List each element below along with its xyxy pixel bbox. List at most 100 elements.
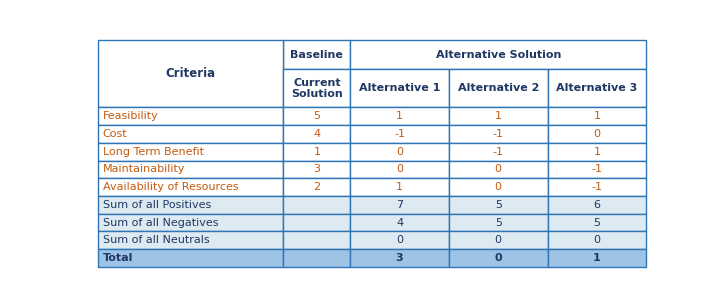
Text: -1: -1 <box>591 182 602 192</box>
Bar <box>350 214 449 232</box>
Bar <box>449 107 547 125</box>
Text: 0: 0 <box>593 235 600 245</box>
Text: 0: 0 <box>495 182 502 192</box>
Bar <box>547 178 646 196</box>
Text: Long Term Benefit: Long Term Benefit <box>103 147 204 157</box>
Text: Sum of all Negatives: Sum of all Negatives <box>103 217 218 228</box>
Text: 4: 4 <box>313 129 320 139</box>
Bar <box>350 178 449 196</box>
Bar <box>284 178 350 196</box>
Bar <box>284 125 350 143</box>
Text: -1: -1 <box>493 147 503 157</box>
Text: Alternative 3: Alternative 3 <box>556 83 638 93</box>
Bar <box>284 143 350 160</box>
Text: 1: 1 <box>313 147 320 157</box>
Bar <box>350 232 449 249</box>
Text: 5: 5 <box>495 200 502 210</box>
Bar <box>449 196 547 214</box>
Bar <box>449 178 547 196</box>
Text: Cost: Cost <box>103 129 127 139</box>
Text: 0: 0 <box>593 129 600 139</box>
Bar <box>449 249 547 267</box>
Text: Current
Solution: Current Solution <box>291 78 343 99</box>
Bar <box>547 196 646 214</box>
Bar <box>98 107 284 125</box>
Bar <box>98 178 284 196</box>
Bar <box>449 214 547 232</box>
Bar <box>284 69 350 107</box>
Text: -1: -1 <box>394 129 405 139</box>
Bar <box>284 107 350 125</box>
Text: 4: 4 <box>396 217 403 228</box>
Text: Feasibility: Feasibility <box>103 111 158 121</box>
Text: 0: 0 <box>495 235 502 245</box>
Bar <box>284 214 350 232</box>
Text: 5: 5 <box>495 217 502 228</box>
Text: 3: 3 <box>313 164 320 175</box>
Bar <box>547 125 646 143</box>
Bar <box>98 249 284 267</box>
Text: 1: 1 <box>593 253 601 263</box>
Bar <box>284 196 350 214</box>
Text: 0: 0 <box>396 164 403 175</box>
Text: Baseline: Baseline <box>291 50 344 60</box>
Text: Availability of Resources: Availability of Resources <box>103 182 238 192</box>
Bar <box>350 143 449 160</box>
Text: -1: -1 <box>591 164 602 175</box>
Bar <box>350 40 646 69</box>
Text: 5: 5 <box>313 111 320 121</box>
Bar <box>350 196 449 214</box>
Text: 1: 1 <box>593 111 600 121</box>
Text: 1: 1 <box>396 182 403 192</box>
Bar <box>284 40 350 69</box>
Bar <box>350 125 449 143</box>
Bar <box>449 125 547 143</box>
Text: Criteria: Criteria <box>165 67 216 80</box>
Bar <box>350 107 449 125</box>
Bar <box>350 160 449 178</box>
Text: 0: 0 <box>494 253 502 263</box>
Bar <box>98 143 284 160</box>
Bar <box>449 143 547 160</box>
Text: Alternative 1: Alternative 1 <box>359 83 440 93</box>
Text: -1: -1 <box>493 129 503 139</box>
Bar <box>350 249 449 267</box>
Text: Alternative Solution: Alternative Solution <box>436 50 561 60</box>
Bar <box>284 160 350 178</box>
Bar <box>547 69 646 107</box>
Bar <box>98 40 284 107</box>
Bar <box>449 232 547 249</box>
Text: Alternative 2: Alternative 2 <box>457 83 539 93</box>
Bar <box>284 249 350 267</box>
Bar <box>547 143 646 160</box>
Text: 2: 2 <box>313 182 320 192</box>
Bar <box>449 160 547 178</box>
Bar <box>547 232 646 249</box>
Text: Total: Total <box>103 253 133 263</box>
Text: Maintainability: Maintainability <box>103 164 185 175</box>
Text: 1: 1 <box>495 111 502 121</box>
Text: Sum of all Neutrals: Sum of all Neutrals <box>103 235 209 245</box>
Bar <box>98 196 284 214</box>
Text: 7: 7 <box>396 200 403 210</box>
Text: 1: 1 <box>396 111 403 121</box>
Bar <box>98 160 284 178</box>
Text: 0: 0 <box>495 164 502 175</box>
Bar <box>98 125 284 143</box>
Bar <box>449 69 547 107</box>
Bar <box>547 249 646 267</box>
Text: 3: 3 <box>396 253 404 263</box>
Text: Sum of all Positives: Sum of all Positives <box>103 200 211 210</box>
Bar <box>350 69 449 107</box>
Bar <box>547 214 646 232</box>
Text: 0: 0 <box>396 147 403 157</box>
Bar <box>547 107 646 125</box>
Text: 6: 6 <box>593 200 600 210</box>
Text: 0: 0 <box>396 235 403 245</box>
Text: 5: 5 <box>593 217 600 228</box>
Bar <box>284 232 350 249</box>
Bar <box>547 160 646 178</box>
Bar <box>98 232 284 249</box>
Bar <box>98 214 284 232</box>
Text: 1: 1 <box>593 147 600 157</box>
